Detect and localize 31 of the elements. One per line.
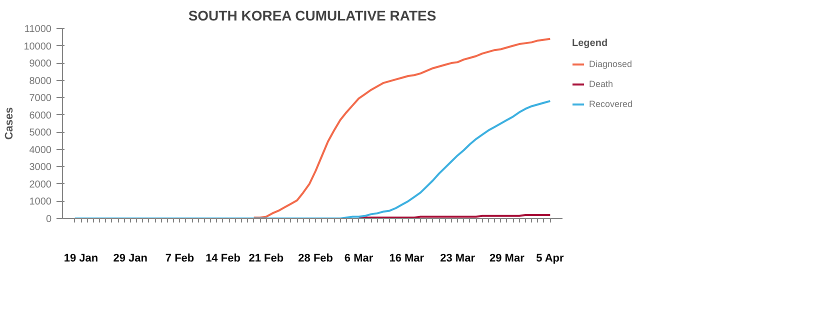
y-axis-title: Cases <box>4 107 16 140</box>
y-tick-label: 3000 <box>29 162 52 174</box>
x-tick-label: 19 Jan <box>64 252 98 264</box>
y-tick-label: 4000 <box>29 144 52 156</box>
y-tick-label: 6000 <box>29 110 52 122</box>
y-tick-label: 9000 <box>29 58 52 70</box>
x-tick-label: 21 Feb <box>248 252 284 264</box>
y-tick-label: 0 <box>46 214 52 225</box>
y-tick-label: 1000 <box>29 196 52 208</box>
legend-label: Recovered <box>589 99 633 109</box>
line-series <box>74 100 552 218</box>
legend-label: Death <box>589 79 614 89</box>
legend-title: Legend <box>572 38 609 49</box>
y-tick-label: 5000 <box>29 128 52 139</box>
x-tick-label: 29 Mar <box>490 252 526 264</box>
x-tick-label: 29 Jan <box>113 252 148 264</box>
y-tick-label: 7000 <box>29 93 52 104</box>
legend-label: Diagnosed <box>589 59 632 69</box>
x-tick-label: 6 Mar <box>344 252 374 264</box>
y-tick-label: 11000 <box>24 24 52 35</box>
x-tick-label: 7 Feb <box>165 252 194 264</box>
chart-title: SOUTH KOREA CUMULATIVE RATES <box>188 8 436 24</box>
y-tick-label: 8000 <box>29 76 52 87</box>
x-tick-label: 23 Mar <box>440 252 476 264</box>
x-tick-label: 14 Feb <box>206 252 241 264</box>
x-tick-label: 5 Apr <box>536 252 565 264</box>
y-tick-label: 10000 <box>24 41 52 52</box>
x-tick-label: 28 Feb <box>298 252 334 264</box>
line-series <box>252 38 552 218</box>
y-tick-label: 2000 <box>29 179 52 190</box>
x-tick-label: 16 Mar <box>389 252 425 264</box>
